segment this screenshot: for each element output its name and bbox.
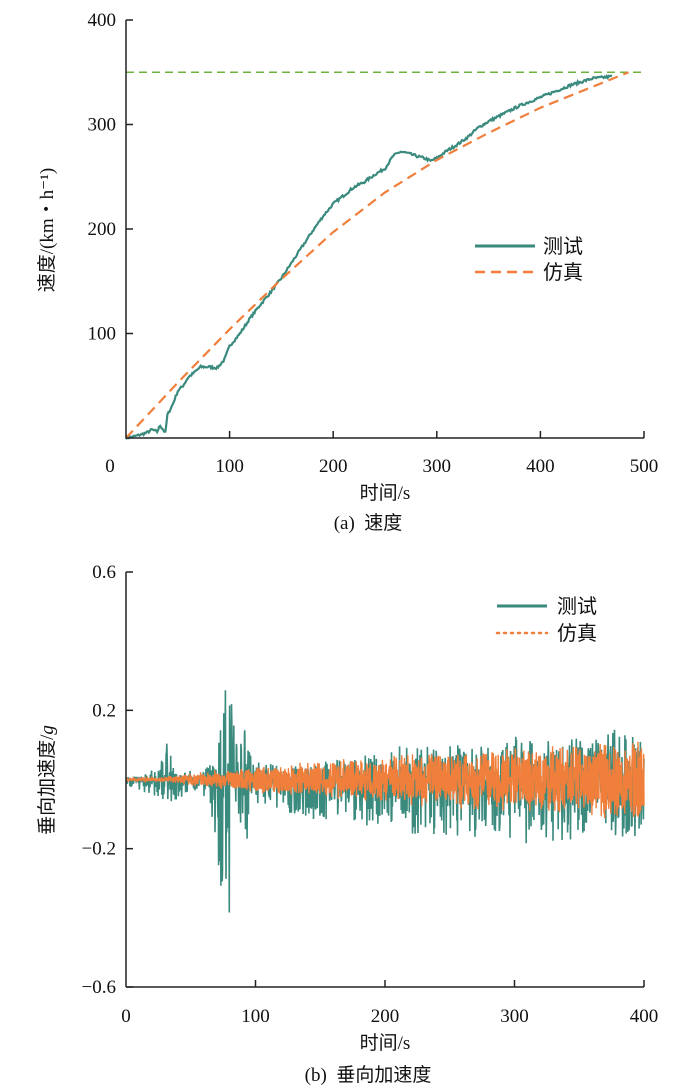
speed-chart: 0 100 200 300 400 500 100 200 300 400 时间/s 速度/(km… <box>36 10 658 534</box>
accel-y-label: 垂向加速度/g <box>36 725 58 835</box>
series-test-line <box>124 74 613 440</box>
speed-legend: 测试 仿真 <box>475 235 583 284</box>
y-tick-label: −0.6 <box>82 977 116 998</box>
accel-caption: (b) 垂向加速度 <box>305 1064 432 1086</box>
legend-sim-label: 仿真 <box>543 261 583 284</box>
y-tick-label: 400 <box>88 10 117 31</box>
acceleration-plot-area <box>125 690 645 913</box>
accel-y-label-unit: g <box>37 725 58 735</box>
x-tick-label: 300 <box>423 456 452 477</box>
legend-sim-label: 仿真 <box>557 622 597 645</box>
speed-y-label: 速度/(km・h⁻¹) <box>36 168 58 292</box>
x-tick-label: 100 <box>241 1006 270 1027</box>
x-tick-label: 300 <box>500 1006 529 1027</box>
y-tick-label: 100 <box>88 324 117 345</box>
y-tick-label: 0.2 <box>92 700 116 721</box>
accel-legend: 测试 仿真 <box>495 595 597 645</box>
y-tick-label: −0.2 <box>82 839 116 860</box>
x-tick-label: 500 <box>630 456 659 477</box>
series-test-line <box>125 690 645 913</box>
x-tick-label: 400 <box>526 456 555 477</box>
x-tick-label: 400 <box>630 1006 659 1027</box>
x-tick-label: 0 <box>121 1006 131 1027</box>
accel-ticks: 0 100 200 300 400 0.6 0.2 −0.2 −0.6 <box>82 562 659 1027</box>
series-sim-line <box>125 71 629 439</box>
speed-caption: (a) 速度 <box>334 512 403 534</box>
speed-ticks: 0 100 200 300 400 500 100 200 300 400 <box>88 10 659 477</box>
accel-x-label: 时间/s <box>360 1032 411 1054</box>
y-tick-label: 200 <box>88 219 117 240</box>
legend-test-label: 测试 <box>557 595 597 618</box>
speed-x-label: 时间/s <box>360 482 411 504</box>
x-tick-label: 100 <box>215 456 244 477</box>
y-tick-label: 300 <box>88 115 117 136</box>
legend-test-label: 测试 <box>543 235 583 258</box>
x-tick-label: 200 <box>319 456 348 477</box>
x-tick-label: 200 <box>371 1006 400 1027</box>
y-tick-label: 0.6 <box>92 562 116 583</box>
series-sim-line <box>125 741 645 819</box>
acceleration-chart: 0 100 200 300 400 0.6 0.2 −0.2 −0.6 时间/s 垂向加速度/g… <box>36 562 658 1086</box>
accel-y-label-text: 垂向加速度/ <box>36 734 58 835</box>
speed-plot-area <box>124 71 644 440</box>
x-tick-label: 0 <box>105 456 115 477</box>
